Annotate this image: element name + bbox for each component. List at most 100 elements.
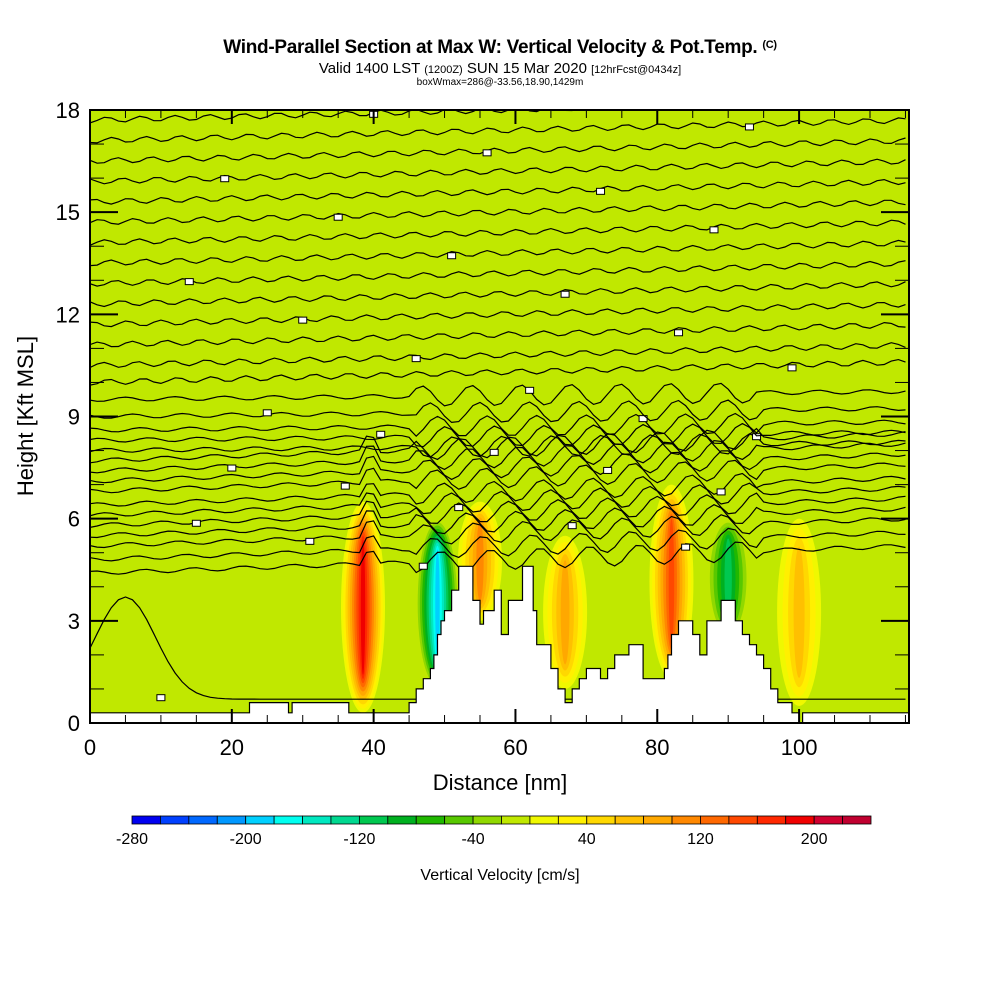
valid-time: Valid 1400 LST — [318, 60, 421, 77]
isentrope-line — [90, 358, 906, 386]
isentropes — [90, 110, 906, 702]
isentrope-line — [90, 541, 906, 575]
colorbar-swatch — [387, 815, 417, 825]
colorbar-swatch — [472, 815, 502, 825]
x-tick-label: 100 — [781, 735, 818, 760]
isentrope-label — [489, 448, 499, 456]
x-axis-title: Distance [nm] — [433, 770, 568, 795]
isentrope-line — [90, 199, 906, 225]
forecast-info: [12hrFcst@0434z] — [591, 64, 682, 76]
colorbar-swatch — [557, 815, 588, 825]
isentrope-line — [90, 260, 906, 287]
isentrope-label — [156, 694, 166, 702]
valid-date: SUN 15 Mar 2020 — [466, 60, 587, 77]
y-axis-title: Height [Kft MSL] — [13, 336, 38, 496]
isentrope-label — [674, 329, 684, 337]
isentrope-label — [220, 175, 230, 183]
isentrope-line — [90, 459, 906, 494]
colorbar: -280 -200 -120 -40 40 120 200 — [116, 815, 872, 848]
x-tick-label: 20 — [220, 735, 244, 760]
y-tick-label: 0 — [68, 711, 80, 736]
isentrope-label — [184, 278, 194, 286]
isentrope-line — [90, 117, 906, 144]
chart-title: Wind-Parallel Section at Max W: Vertical… — [0, 37, 1000, 59]
isentrope-line — [90, 439, 906, 474]
isentrope-line — [90, 178, 906, 205]
isentrope-line — [90, 342, 906, 369]
colorbar-swatch — [415, 815, 446, 825]
colorbar-swatch — [245, 815, 275, 825]
isentrope-label — [709, 226, 719, 234]
colorbar-tick-label: -280 — [116, 831, 148, 848]
y-tick-label: 12 — [56, 302, 80, 327]
isentrope-label — [298, 316, 308, 324]
colorbar-swatch — [614, 815, 645, 825]
isentrope-line — [90, 472, 906, 507]
isentrope-label — [418, 562, 428, 570]
colorbar-title: Vertical Velocity [cm/s] — [420, 867, 579, 884]
chart-subtitle: Valid 1400 LST (1200Z) SUN 15 Mar 2020 [… — [0, 60, 1000, 77]
colorbar-swatch — [842, 815, 872, 825]
isentrope-line — [90, 239, 906, 267]
isentrope-line — [90, 219, 906, 246]
colorbar-swatch — [501, 815, 531, 825]
colorbar-swatch — [813, 815, 843, 825]
valid-utc: (1200Z) — [424, 64, 463, 76]
isentrope-line — [90, 527, 906, 562]
isentrope-label — [262, 409, 272, 417]
colorbar-tick-label: 200 — [801, 831, 828, 848]
colorbar-swatch — [330, 815, 360, 825]
isentrope-label — [567, 522, 577, 530]
colorbar-swatch — [216, 815, 247, 825]
terrain — [90, 565, 909, 723]
isentrope-label — [376, 430, 386, 438]
colorbar-tick-label: -120 — [343, 831, 375, 848]
isentrope-line — [90, 137, 906, 164]
copyright-mark: (C) — [762, 39, 777, 51]
velocity-band — [860, 110, 882, 706]
feature-updraft-67nm — [543, 535, 588, 689]
isentrope-line — [90, 422, 906, 448]
colorbar-swatch — [671, 815, 701, 825]
isentrope-label — [560, 290, 570, 298]
feature-contour — [560, 560, 570, 665]
colorbar-swatch — [643, 815, 673, 825]
x-tick-label: 40 — [361, 735, 385, 760]
terrain-profile — [90, 565, 909, 723]
isentrope-label — [227, 464, 237, 472]
velocity-band — [253, 110, 276, 706]
colorbar-swatch — [273, 815, 303, 825]
title-main: Wind-Parallel Section at Max W: Vertical… — [223, 37, 758, 58]
isentrope-line — [90, 427, 906, 464]
feature-updraft-100nm — [777, 518, 822, 706]
colorbar-swatch — [785, 815, 815, 825]
isentrope-line — [90, 321, 906, 348]
colorbar-tick-label: 120 — [687, 831, 714, 848]
axes: 0 20 40 60 80 100 0 3 6 9 12 15 18 — [56, 98, 910, 760]
velocity-band — [828, 110, 850, 706]
colorbar-swatch — [586, 815, 616, 825]
isentrope-label — [603, 466, 613, 474]
isentrope-label — [340, 482, 350, 490]
feature-contour — [724, 538, 732, 618]
colorbar-swatch — [160, 815, 190, 825]
isentrope-line — [90, 412, 906, 438]
y-tick-label: 3 — [68, 609, 80, 634]
y-tick-label: 15 — [56, 200, 80, 225]
isentrope-label — [716, 488, 726, 496]
feature-updraft-38nm — [341, 501, 385, 713]
colorbar-swatch — [756, 815, 787, 825]
colorbar-tick-label: -40 — [462, 831, 485, 848]
colorbar-swatch — [131, 815, 161, 825]
colorbar-swatch — [728, 815, 758, 825]
feature-contour — [476, 521, 484, 601]
isentrope-label — [525, 386, 535, 394]
colorbar-swatch — [358, 815, 389, 825]
velocity-band — [94, 110, 116, 706]
colorbar-tick-label: 40 — [578, 831, 596, 848]
isentrope-label — [447, 252, 457, 260]
colorbar-swatch — [444, 815, 474, 825]
isentrope-line — [90, 399, 906, 424]
velocity-band — [221, 110, 244, 706]
